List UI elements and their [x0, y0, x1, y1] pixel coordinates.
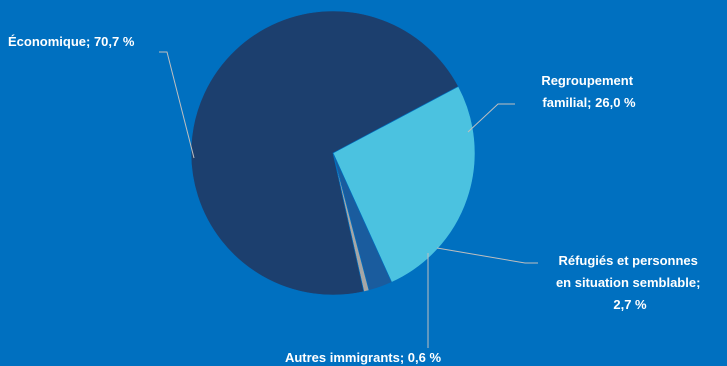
label-autres-immigrants: Autres immigrants; 0,6 %	[285, 350, 441, 365]
leader-regroupement	[467, 103, 515, 133]
leader-economique	[159, 51, 195, 159]
slice-economique	[190, 10, 459, 296]
label-regroupement-familial: Regroupement familial; 26,0 %	[541, 73, 636, 110]
leader-refugies	[436, 247, 538, 264]
slice-regroupement-familial	[332, 85, 476, 283]
label-economique: Économique; 70,7 %	[8, 34, 135, 49]
label-refugies: Réfugiés et personnes en situation sembl…	[556, 253, 704, 312]
